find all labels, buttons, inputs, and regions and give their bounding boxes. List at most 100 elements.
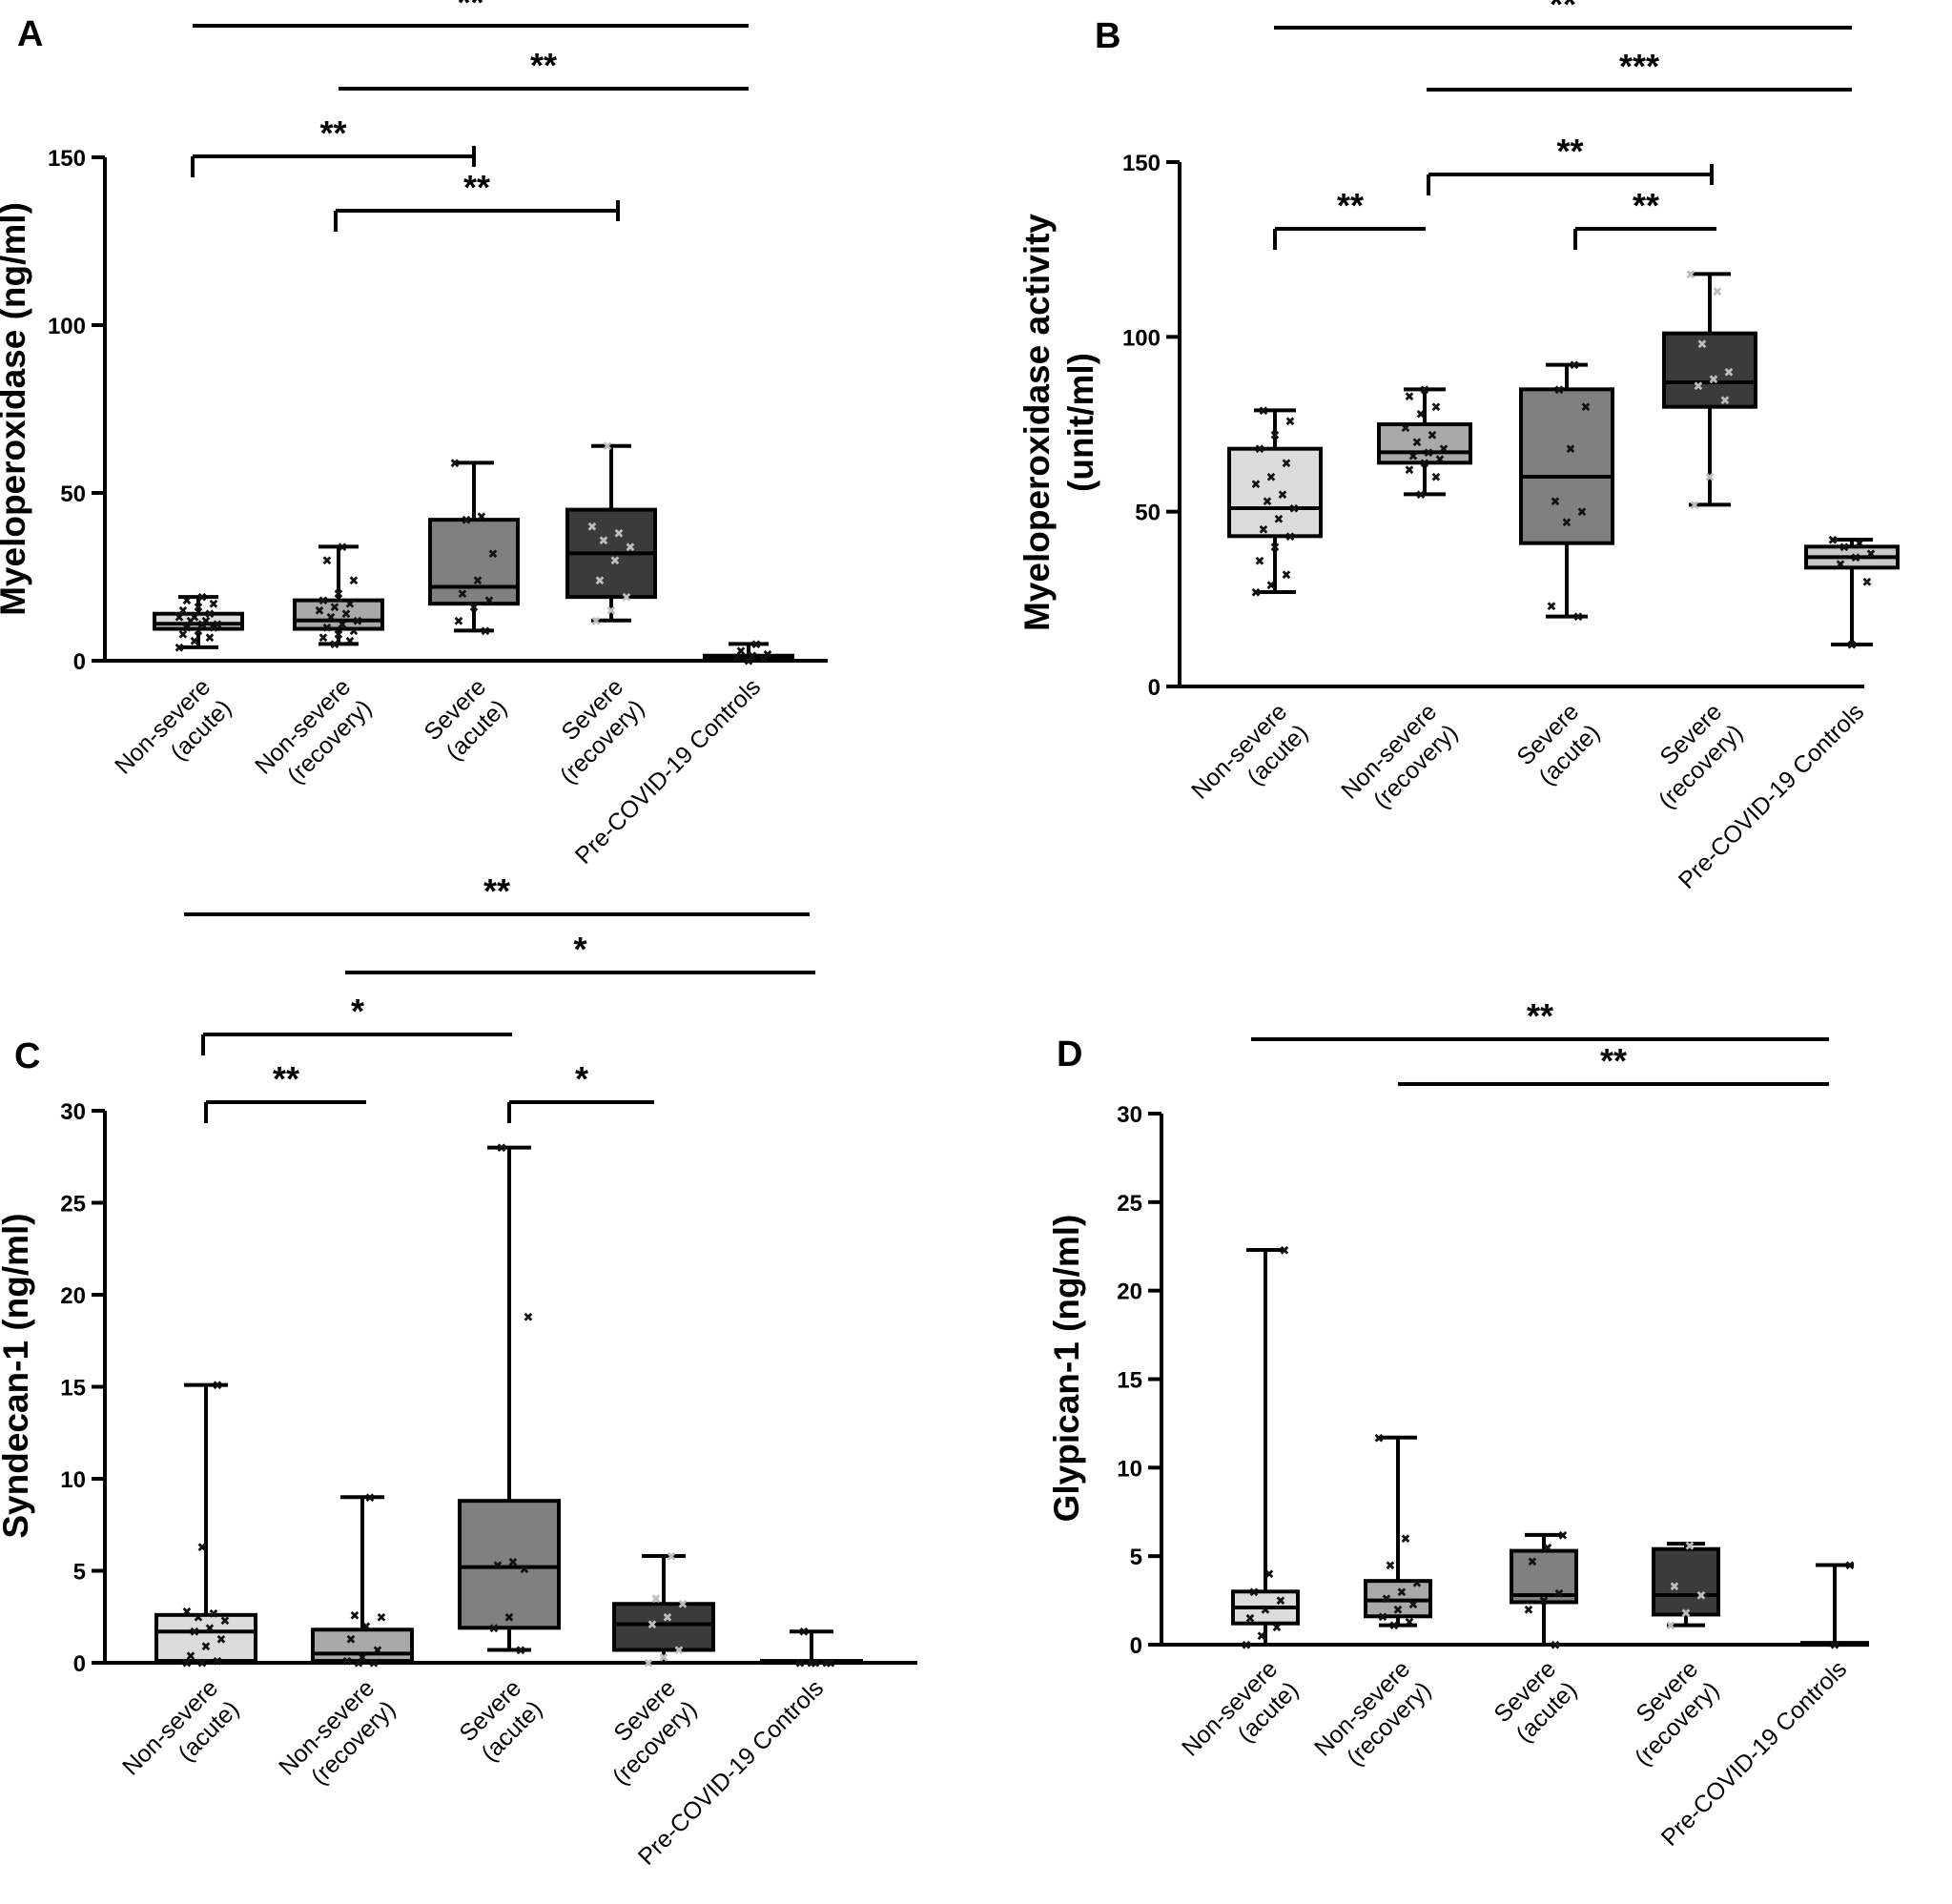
data-point: ✖: [194, 1611, 204, 1626]
data-point: ✖: [358, 1651, 368, 1666]
data-point: ✖: [1420, 457, 1430, 471]
data-point: ✖: [663, 1611, 673, 1626]
data-point: ✖: [1397, 1586, 1407, 1600]
data-point: ✖: [1666, 1620, 1676, 1634]
data-point: ✖: [1405, 391, 1415, 405]
y-axis-title: Glypican-1 (ng/ml): [1047, 1215, 1086, 1523]
data-point: ✖: [182, 1606, 193, 1620]
data-point: ✖: [1280, 1244, 1290, 1259]
data-point: ✖: [516, 1644, 526, 1658]
data-point: ✖: [330, 602, 340, 616]
data-point: ✖: [1251, 586, 1262, 601]
box-group: ✖ ✖ ✖✖✖✖✖ ✖✖✖ ✖✖✖✖: [154, 1380, 257, 1671]
data-point: ✖: [1412, 436, 1423, 450]
data-point: ✖: [1851, 551, 1861, 565]
y-tick-label: 30: [1117, 1102, 1142, 1128]
data-point: ✖: [644, 1657, 654, 1671]
data-point: ✖: [220, 1615, 231, 1629]
box: [428, 518, 520, 606]
y-tick-label: 25: [60, 1192, 86, 1218]
data-point: ✖: [1405, 464, 1415, 479]
data-point: ✖: [175, 642, 185, 656]
data-point: ✖: [186, 1649, 196, 1664]
data-point: ✖: [1562, 517, 1572, 531]
significance-bracket: **: [334, 168, 620, 232]
data-point: ✖: [1264, 1568, 1275, 1583]
significance-label: **: [457, 0, 483, 22]
data-point: ✖: [1270, 541, 1281, 555]
data-point: ✖: [1847, 639, 1858, 653]
data-point: ✖: [1259, 404, 1269, 419]
data-point: ✖: [1374, 1432, 1385, 1446]
data-point: ✖: [1435, 454, 1446, 468]
data-point: ✖: [1412, 1577, 1423, 1591]
data-point: ✖: [1285, 415, 1296, 429]
box: [1377, 422, 1472, 465]
significance-label: **: [1600, 1041, 1627, 1080]
y-tick-label: 15: [1117, 1368, 1142, 1394]
significance-bracket: **: [1274, 0, 1852, 30]
data-point: ✖: [799, 1626, 810, 1640]
data-point: ✖: [1524, 1604, 1534, 1618]
data-point: ✖: [194, 602, 204, 616]
y-tick-label: 20: [60, 1283, 86, 1309]
data-point: ✖: [469, 602, 480, 616]
data-point: ✖: [326, 611, 337, 625]
data-point: ✖: [1408, 1598, 1419, 1612]
data-point: ✖: [477, 511, 487, 525]
data-point: ✖: [595, 575, 606, 589]
data-point: ✖: [1551, 496, 1561, 510]
y-tick-label: 150: [48, 146, 86, 172]
data-point: ✖: [1713, 286, 1723, 300]
data-point: ✖: [1257, 1630, 1267, 1645]
data-point: ✖: [209, 598, 219, 612]
significance-bracket: **: [1273, 186, 1426, 250]
box-group: ✖✖✖✖✖✖✖✖✖✖✖✖✖✖✖✖✖✖: [1227, 404, 1323, 601]
data-point: ✖: [182, 595, 193, 609]
y-tick-label: 10: [1117, 1456, 1142, 1482]
data-point: ✖: [1249, 1586, 1260, 1600]
data-point: ✖: [1282, 457, 1292, 471]
data-point: ✖: [1255, 443, 1265, 458]
box: [1519, 387, 1614, 545]
data-point: ✖: [763, 648, 773, 663]
box-group: ✖✖✖✖✖✖✖✖✖✖: [428, 457, 520, 639]
data-point: ✖: [748, 650, 758, 665]
box-group: ✖✖✖✖✖✖✖✖✖: [1519, 359, 1614, 625]
box: [612, 1602, 715, 1652]
box: [154, 1612, 257, 1664]
data-point: ✖: [736, 645, 747, 659]
data-point: ✖: [1686, 268, 1696, 282]
data-point: ✖: [1573, 611, 1584, 625]
data-point: ✖: [338, 541, 348, 555]
data-point: ✖: [315, 604, 325, 619]
y-tick-label: 10: [60, 1467, 86, 1493]
panel-letter: C: [14, 1036, 40, 1076]
data-point: ✖: [346, 1633, 357, 1648]
data-point: ✖: [1270, 429, 1281, 443]
data-point: ✖: [1263, 496, 1273, 510]
data-point: ✖: [811, 1657, 821, 1671]
data-point: ✖: [751, 638, 762, 652]
data-point: ✖: [354, 1657, 364, 1671]
data-point: ✖: [1278, 488, 1288, 502]
data-point: ✖: [497, 1142, 507, 1157]
y-tick-label: 15: [60, 1376, 86, 1402]
y-tick-label: 20: [1117, 1280, 1142, 1305]
y-tick-label: 5: [1130, 1545, 1142, 1570]
data-point: ✖: [1709, 373, 1719, 387]
data-point: ✖: [342, 1655, 353, 1669]
significance-label: **: [530, 46, 557, 85]
data-point: ✖: [1386, 1559, 1396, 1573]
box-group: ✖ ✖✖ ✖ ✖✖ ✖✖✖✖✖: [1364, 1432, 1432, 1634]
data-point: ✖: [1378, 1610, 1388, 1625]
data-point: ✖: [659, 1651, 669, 1666]
data-point: ✖: [1416, 408, 1427, 422]
data-point: ✖: [488, 547, 499, 562]
box-group: ✖✖✖✖✖✖✖✖✖✖✖✖✖✖✖✖✖✖: [293, 541, 384, 652]
significance-label: *: [351, 992, 364, 1031]
data-point: ✖: [341, 608, 352, 623]
data-point: ✖: [349, 624, 360, 639]
